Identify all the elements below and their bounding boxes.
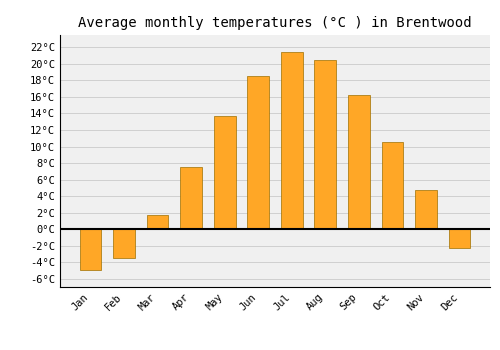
Bar — [314, 60, 336, 229]
Bar — [382, 142, 404, 229]
Bar — [180, 167, 202, 229]
Bar — [348, 95, 370, 229]
Bar — [415, 189, 437, 229]
Bar — [281, 51, 302, 229]
Bar — [214, 116, 236, 229]
Bar — [113, 229, 135, 258]
Bar — [80, 229, 102, 271]
Bar — [448, 229, 470, 248]
Bar — [146, 215, 169, 229]
Title: Average monthly temperatures (°C ) in Brentwood: Average monthly temperatures (°C ) in Br… — [78, 16, 472, 30]
Bar — [248, 76, 269, 229]
